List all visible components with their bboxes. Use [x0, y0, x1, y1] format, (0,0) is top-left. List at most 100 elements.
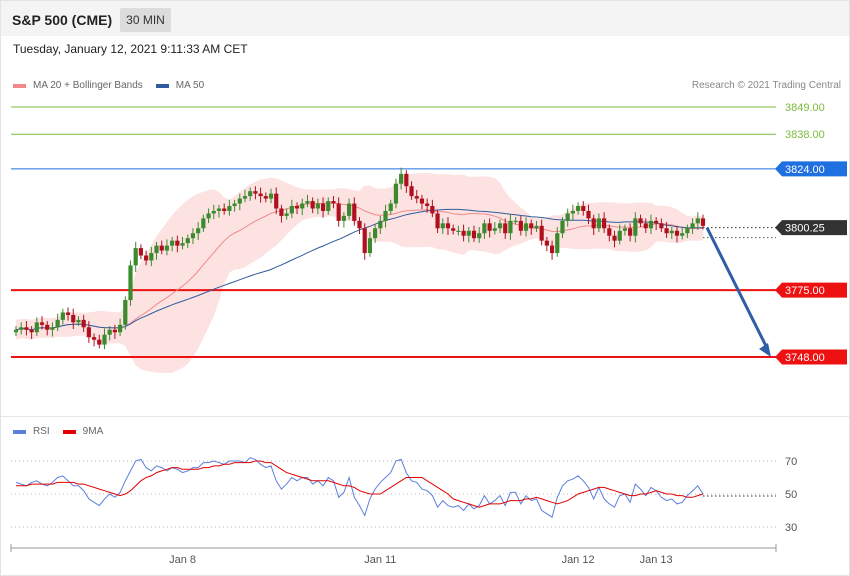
candle-body: [638, 218, 643, 224]
candle: [695, 212, 700, 231]
candle-body: [81, 319, 86, 328]
candle-body: [419, 198, 425, 204]
candle: [440, 218, 445, 234]
candle: [253, 186, 258, 200]
candle: [24, 321, 29, 336]
candle: [539, 219, 544, 246]
level-label-3775.00: 3775.00: [785, 285, 825, 297]
candle: [461, 224, 466, 242]
candle: [674, 225, 680, 243]
candle-body: [320, 203, 326, 211]
candle-body: [91, 337, 97, 340]
legend-swatch-bollinger: [13, 83, 26, 88]
candle: [138, 244, 144, 260]
candle: [19, 322, 24, 335]
candle: [71, 308, 76, 330]
candle: [144, 250, 149, 266]
candle: [612, 230, 617, 248]
candle: [154, 241, 159, 260]
candle: [591, 214, 596, 235]
candle-body: [253, 191, 258, 194]
candle-body: [164, 245, 170, 251]
candle-body: [274, 193, 279, 209]
candle-body: [695, 218, 700, 224]
bollinger-band: [16, 172, 703, 373]
candle-body: [279, 208, 284, 216]
candle-body: [680, 233, 685, 236]
candle-body: [50, 327, 55, 330]
candle: [648, 214, 654, 234]
candle-body: [700, 218, 706, 226]
x-tick-jan-8: Jan 8: [169, 554, 196, 566]
candle: [544, 236, 549, 252]
timeframe-badge[interactable]: 30 MIN: [120, 8, 171, 32]
candle-body: [227, 206, 232, 211]
legend-label-9ma: 9MA: [82, 426, 104, 437]
current-price-tag: [775, 220, 847, 236]
candle-body: [451, 228, 456, 231]
panel-divider: [1, 416, 849, 417]
candle: [393, 178, 399, 209]
candle: [13, 326, 19, 336]
x-tick-jan-11: Jan 11: [364, 554, 396, 566]
candle-body: [555, 233, 560, 254]
candle-body: [570, 210, 575, 214]
candle-body: [39, 322, 45, 325]
legend-swatch-9ma: [62, 429, 76, 434]
candle: [534, 220, 539, 232]
candle-body: [654, 220, 659, 224]
legend-label-rsi: RSI: [33, 426, 50, 437]
timestamp: Tuesday, January 12, 2021 9:11:33 AM CET: [13, 42, 248, 56]
candle-body: [65, 312, 71, 315]
candle: [685, 224, 690, 238]
legend-swatch-rsi: [13, 429, 26, 434]
candle: [555, 227, 560, 257]
candle: [164, 239, 170, 256]
candle: [76, 316, 81, 327]
candle: [362, 223, 367, 260]
candle: [305, 194, 310, 208]
candle-body: [373, 228, 378, 239]
x-tick-jan-13: Jan 13: [640, 554, 673, 566]
candle: [680, 227, 685, 240]
candle-body: [461, 230, 466, 236]
candle: [300, 198, 305, 216]
candle: [222, 203, 227, 215]
legend-label-bollinger: MA 20 + Bollinger Bands: [33, 80, 143, 91]
candle: [607, 224, 612, 242]
candle: [39, 316, 45, 330]
candle-body: [263, 196, 268, 199]
candle: [279, 204, 284, 223]
candle-body: [19, 327, 24, 330]
candle-body: [648, 220, 654, 229]
projection-arrow-layer: [705, 226, 771, 357]
candle: [45, 321, 50, 336]
current-price-label: 3800.25: [785, 223, 825, 235]
candle: [497, 219, 503, 233]
candle: [185, 234, 190, 248]
rsi-tick-50: 50: [785, 489, 797, 501]
legend-swatch-ma50: [155, 83, 169, 88]
candle: [315, 198, 320, 215]
candle-body: [24, 327, 29, 330]
candle: [170, 236, 175, 252]
candle-body: [341, 215, 346, 221]
candle-body: [180, 243, 185, 246]
candle-body: [367, 238, 373, 254]
candle: [180, 236, 185, 250]
candle: [654, 217, 659, 231]
candle-body: [628, 228, 633, 236]
candle-body: [690, 223, 695, 229]
candle-body: [284, 213, 289, 216]
candle: [508, 214, 513, 240]
candle: [487, 218, 492, 238]
candle-body: [45, 324, 50, 330]
candle-body: [393, 183, 399, 204]
candle-body: [487, 223, 492, 231]
instrument-title: S&P 500 (CME): [12, 12, 113, 28]
rsi-tick-30: 30: [785, 522, 797, 534]
candle: [331, 196, 336, 209]
candle-body: [300, 203, 305, 209]
candle-body: [409, 186, 414, 197]
